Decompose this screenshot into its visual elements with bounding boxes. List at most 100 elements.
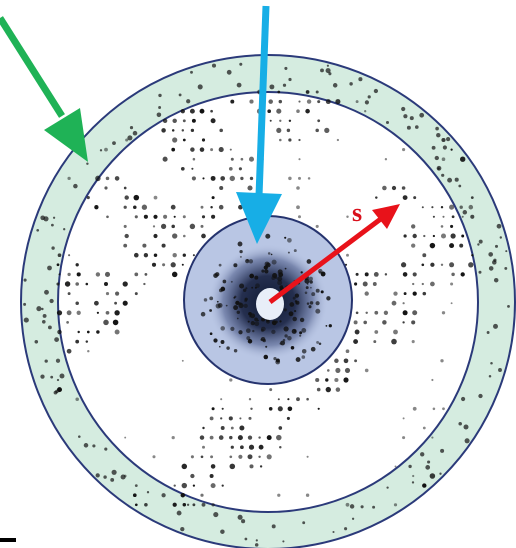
diffraction-spot bbox=[402, 310, 408, 316]
diffraction-spot bbox=[228, 416, 233, 421]
diffraction-spot bbox=[220, 529, 225, 534]
diffraction-spot bbox=[180, 166, 185, 171]
diffraction-spot bbox=[23, 302, 27, 306]
diffraction-spot bbox=[219, 128, 223, 133]
diffraction-spot bbox=[421, 206, 424, 209]
diffraction-spot bbox=[200, 311, 206, 317]
diffraction-spot bbox=[440, 359, 444, 363]
diffraction-spot bbox=[186, 99, 191, 104]
diffraction-spot bbox=[393, 291, 398, 296]
diffraction-spot bbox=[295, 357, 301, 363]
diffraction-spot bbox=[287, 251, 290, 254]
diffraction-spot bbox=[181, 263, 184, 266]
diffraction-spot bbox=[374, 310, 379, 315]
diffraction-spot bbox=[56, 378, 60, 382]
diffraction-spot bbox=[298, 215, 301, 219]
diffraction-spot bbox=[411, 320, 416, 325]
diffraction-spot bbox=[41, 307, 44, 311]
diffraction-spot bbox=[280, 285, 283, 288]
diffraction-spot bbox=[104, 186, 108, 190]
diffraction-spot bbox=[393, 503, 398, 507]
diffraction-spot bbox=[94, 300, 99, 306]
diffraction-spots bbox=[23, 62, 510, 547]
diffraction-spot bbox=[317, 407, 320, 410]
diffraction-spot bbox=[58, 273, 61, 276]
diffraction-spot bbox=[427, 460, 431, 464]
diffraction-spot bbox=[402, 321, 405, 324]
diffraction-spot bbox=[76, 272, 81, 277]
blue-arrow bbox=[236, 5, 282, 244]
diffraction-spot bbox=[269, 119, 272, 122]
diffraction-spot bbox=[420, 452, 425, 457]
diffraction-spot bbox=[66, 321, 69, 324]
diffraction-spot bbox=[56, 282, 60, 286]
diffraction-spot bbox=[182, 119, 186, 123]
diffraction-spot bbox=[306, 302, 310, 305]
diffraction-spot bbox=[310, 286, 312, 289]
diffraction-spot bbox=[209, 435, 214, 440]
diffraction-spot bbox=[273, 356, 277, 361]
diffraction-spot bbox=[460, 272, 465, 277]
diffraction-spot bbox=[78, 435, 81, 438]
diffraction-spot bbox=[412, 233, 417, 239]
diffraction-spot bbox=[277, 280, 283, 286]
diffraction-spot bbox=[317, 100, 321, 104]
diffraction-spot bbox=[75, 301, 79, 305]
diffraction-spot bbox=[451, 215, 455, 219]
diffraction-spot bbox=[36, 228, 40, 232]
diffraction-spot bbox=[358, 77, 363, 82]
diffraction-spot bbox=[47, 265, 52, 271]
diffraction-spot bbox=[284, 267, 287, 270]
diffraction-spot bbox=[201, 502, 206, 507]
diffraction-spot bbox=[248, 444, 255, 450]
diffraction-spot bbox=[449, 262, 455, 268]
scattering-vector-arrow bbox=[268, 204, 400, 304]
diffraction-spot bbox=[240, 445, 244, 450]
diffraction-spot bbox=[276, 434, 282, 441]
diffraction-spot bbox=[355, 311, 359, 315]
diffraction-spot bbox=[209, 416, 214, 421]
diffraction-spot bbox=[504, 266, 508, 270]
diffraction-spot bbox=[203, 298, 208, 302]
diffraction-spot bbox=[222, 279, 227, 284]
diffraction-spot bbox=[240, 157, 244, 161]
diffraction-spot bbox=[42, 313, 47, 318]
diffraction-spot bbox=[201, 233, 206, 239]
diffraction-spot bbox=[132, 130, 138, 136]
diffraction-spot bbox=[190, 473, 195, 479]
diffraction-spot bbox=[267, 252, 271, 255]
diffraction-spot bbox=[210, 175, 216, 181]
diffraction-spot bbox=[209, 332, 213, 336]
diffraction-spot bbox=[114, 176, 120, 181]
diffraction-spot bbox=[325, 378, 329, 382]
diffraction-spot bbox=[441, 311, 446, 315]
diffraction-spot bbox=[105, 176, 110, 181]
diffraction-spot bbox=[384, 273, 388, 276]
diffraction-spot bbox=[112, 319, 119, 326]
diffraction-spot bbox=[300, 271, 303, 274]
diffraction-spot bbox=[306, 397, 309, 401]
diffraction-spot bbox=[462, 210, 468, 215]
corner-mark bbox=[0, 538, 16, 542]
diffraction-spot bbox=[50, 375, 54, 379]
diffraction-spot bbox=[95, 175, 101, 182]
diffraction-spot bbox=[470, 214, 475, 219]
diffraction-spot bbox=[36, 306, 42, 312]
diffraction-spot bbox=[202, 177, 205, 180]
diffraction-spot bbox=[353, 339, 359, 345]
diffraction-spot bbox=[271, 259, 277, 265]
diffraction-spot bbox=[189, 223, 196, 230]
diffraction-spot bbox=[507, 304, 510, 308]
diffraction-spot bbox=[132, 493, 137, 498]
diffraction-spot bbox=[374, 330, 379, 334]
diffraction-spot bbox=[304, 291, 308, 295]
diffraction-spot bbox=[461, 396, 466, 402]
diffraction-spot bbox=[55, 358, 61, 363]
diffraction-spot bbox=[440, 263, 444, 266]
diffraction-spot bbox=[461, 215, 464, 218]
diffraction-spot bbox=[66, 348, 72, 354]
diffraction-spot bbox=[344, 367, 351, 373]
diffraction-spot bbox=[269, 388, 273, 392]
diffraction-spot bbox=[210, 148, 214, 152]
diffraction-spot bbox=[278, 272, 284, 278]
